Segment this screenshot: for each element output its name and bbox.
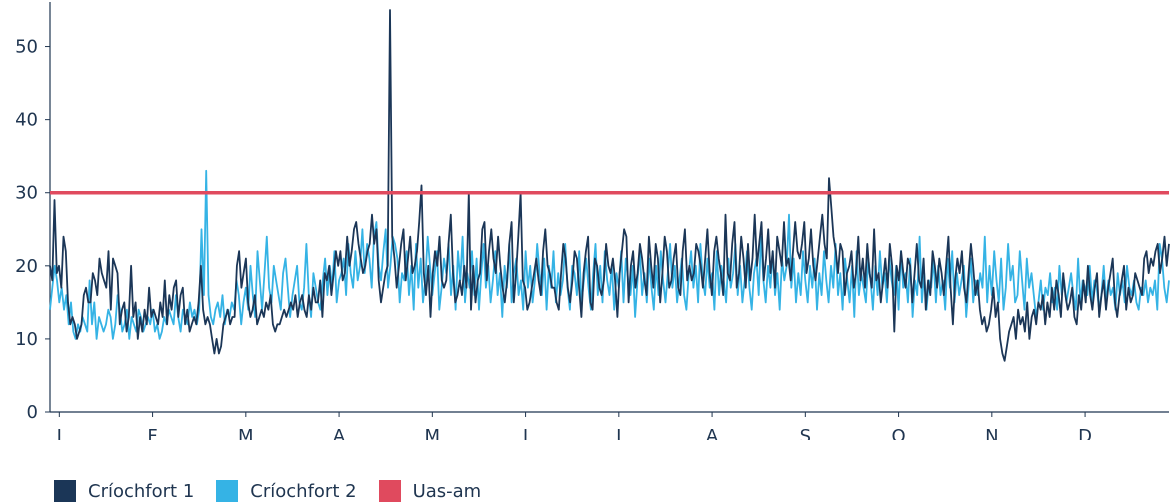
series-line-1 bbox=[49, 9, 1170, 362]
x-tick-label: J bbox=[615, 426, 621, 440]
legend-label-series-2: Críochfort 2 bbox=[250, 480, 357, 502]
x-tick-label: S bbox=[800, 426, 811, 440]
x-tick-label: O bbox=[891, 426, 905, 440]
x-tick-label: M bbox=[238, 426, 254, 440]
legend-swatch-series-1 bbox=[54, 480, 76, 502]
x-tick-label: A bbox=[706, 426, 719, 440]
x-tick-label: A bbox=[333, 426, 346, 440]
y-tick-label: 0 bbox=[27, 402, 38, 423]
legend-swatch-threshold bbox=[378, 480, 401, 502]
y-tick-label: 20 bbox=[15, 256, 38, 277]
series-line-2 bbox=[49, 169, 1170, 340]
x-tick-label: M bbox=[425, 426, 441, 440]
x-tick-label: F bbox=[147, 426, 157, 440]
series-layer bbox=[49, 9, 1170, 362]
y-tick-label: 30 bbox=[15, 183, 38, 204]
y-tick-label: 50 bbox=[15, 37, 38, 58]
legend-item-series-2: Críochfort 2 bbox=[216, 480, 357, 502]
x-tick-label: J bbox=[56, 426, 62, 440]
line-chart: 0 10 20 30 40 50 J F M A M J J A S O N D bbox=[15, 2, 1170, 440]
legend-swatch-series-2 bbox=[216, 480, 239, 502]
legend-label-series-1: Críochfort 1 bbox=[88, 480, 195, 502]
x-tick-label: J bbox=[522, 426, 528, 440]
legend-item-series-1: Críochfort 1 bbox=[54, 480, 194, 502]
y-tick-label: 40 bbox=[15, 110, 38, 131]
x-tick-label: D bbox=[1078, 426, 1092, 440]
y-tick-label: 10 bbox=[15, 329, 38, 350]
legend-item-threshold: Uas-am bbox=[378, 480, 482, 502]
y-axis: 0 10 20 30 40 50 bbox=[15, 2, 51, 423]
legend-label-threshold: Uas-am bbox=[412, 480, 482, 502]
x-tick-label: N bbox=[985, 426, 998, 440]
legend: Críochfort 1 Críochfort 2 Uas-am bbox=[54, 480, 503, 502]
